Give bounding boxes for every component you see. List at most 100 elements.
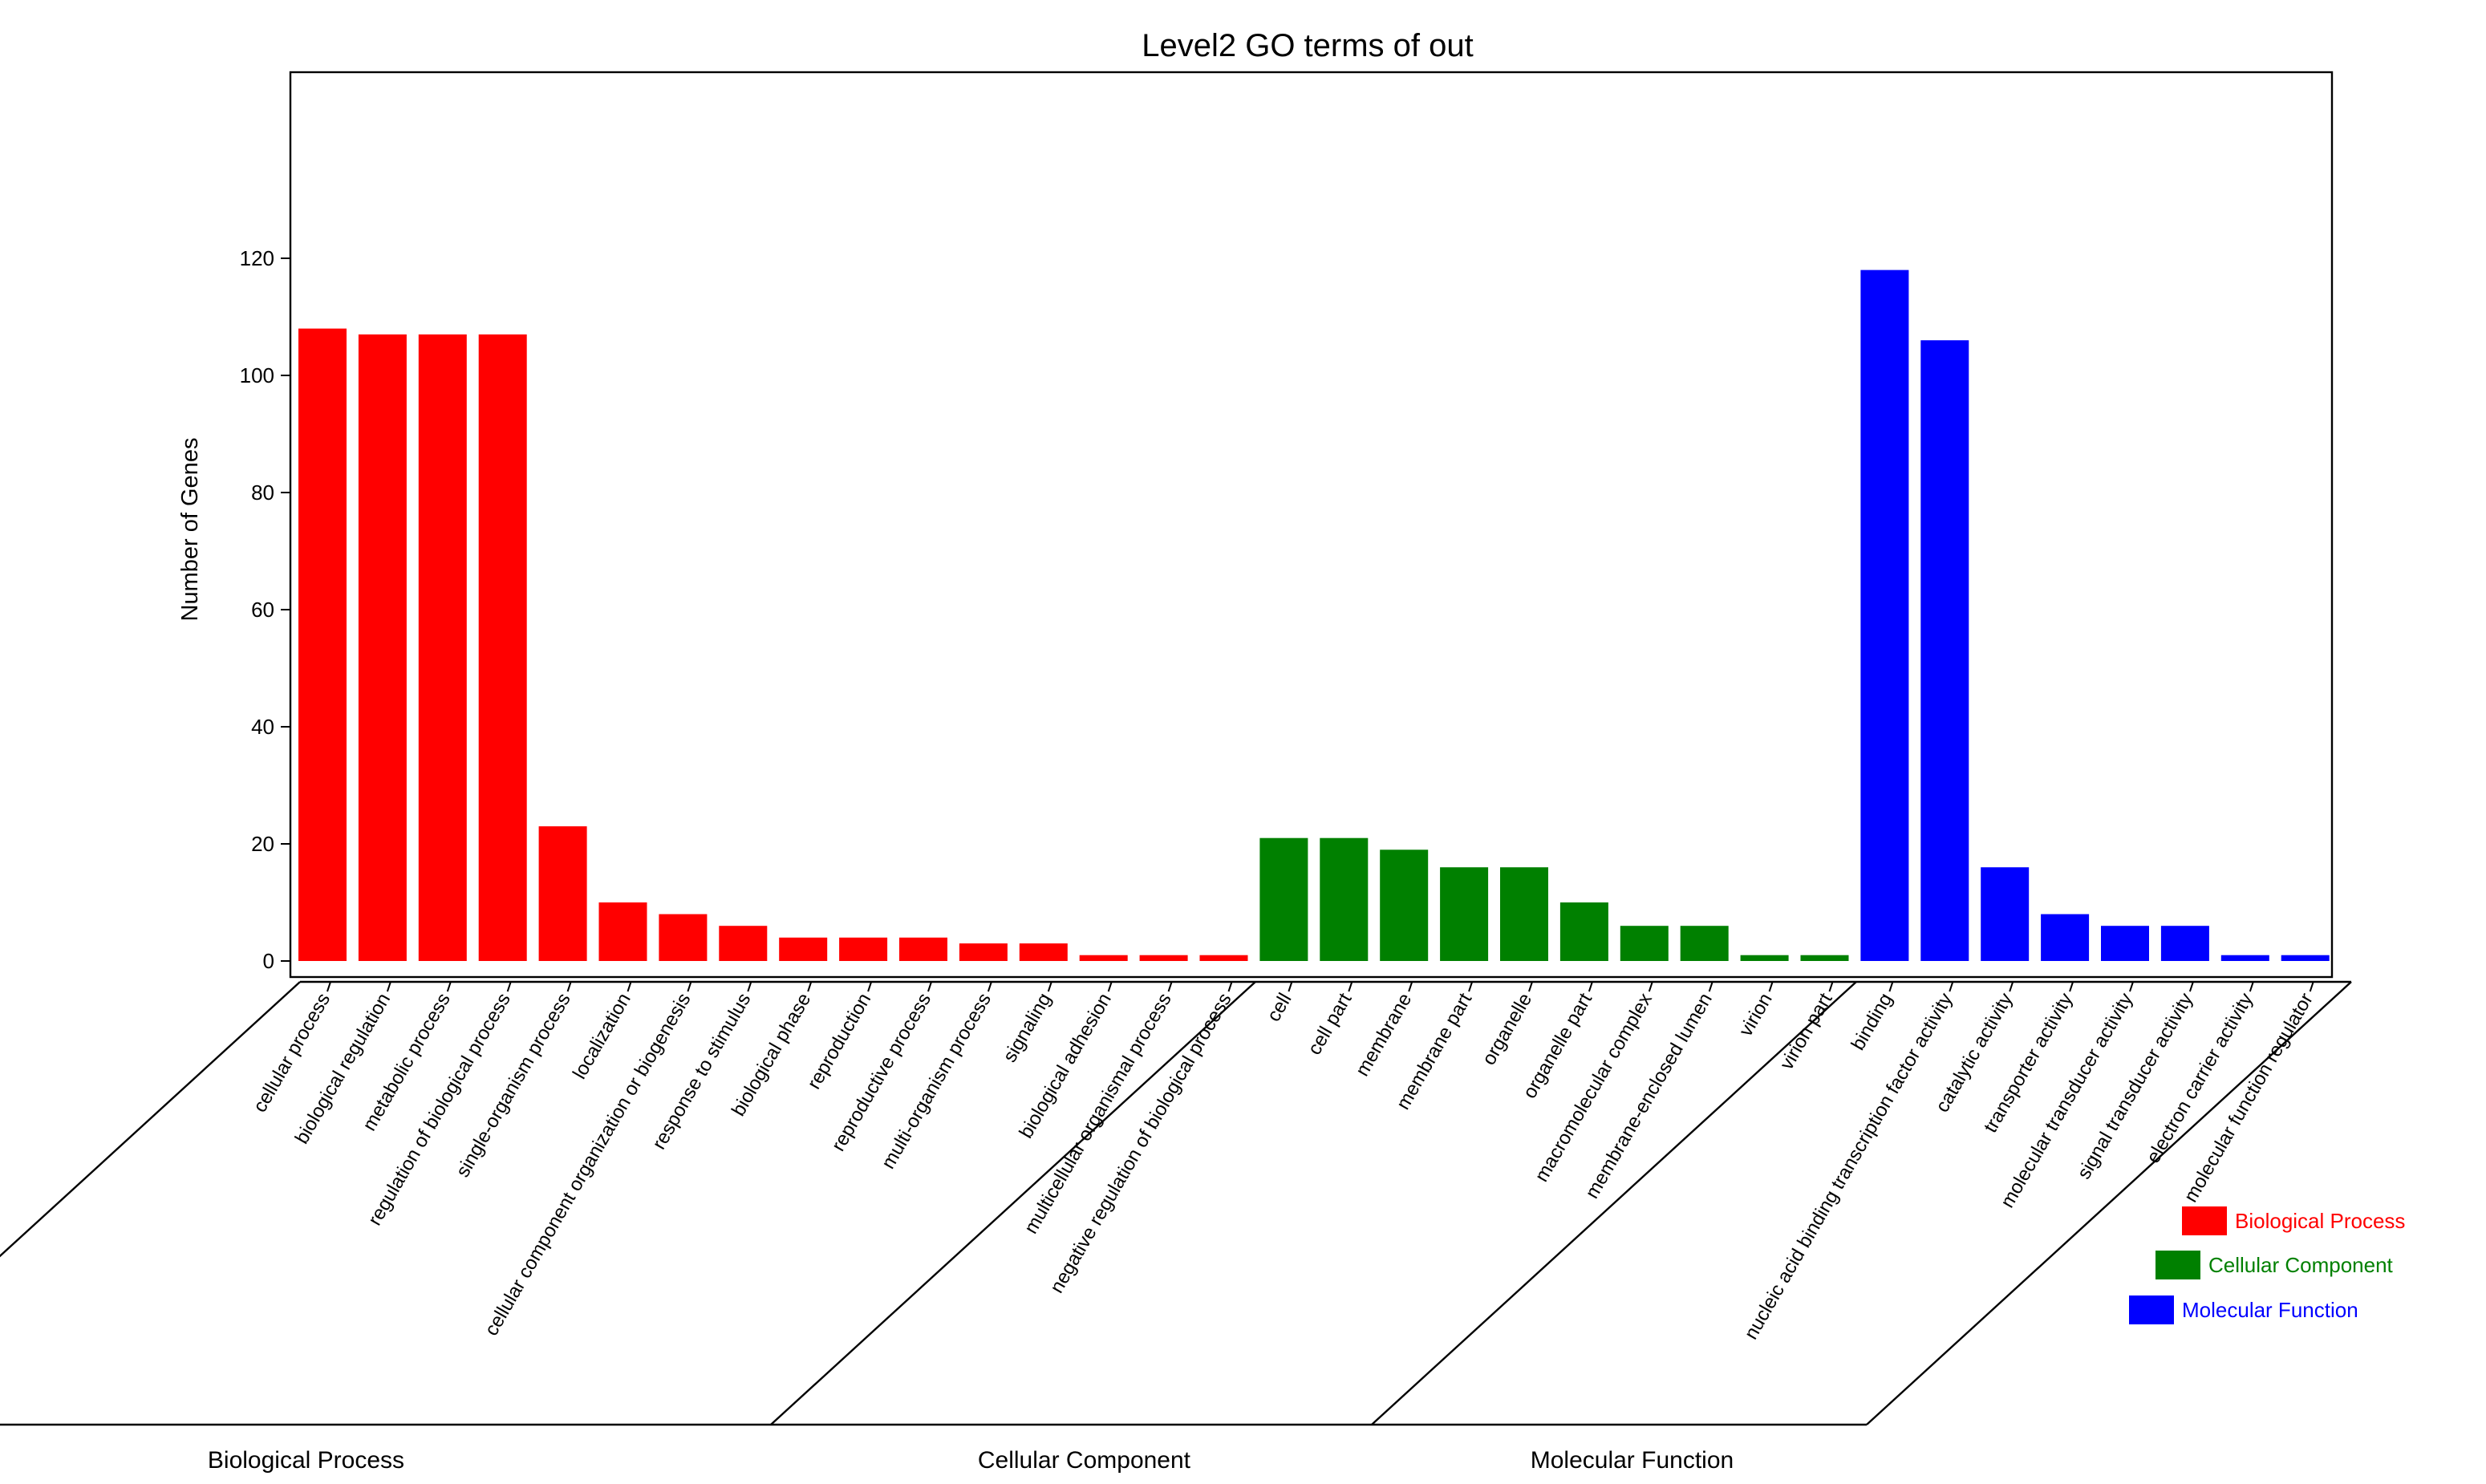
y-tick-label: 0 xyxy=(263,949,274,973)
category-label: membrane xyxy=(1352,990,1417,1081)
x-tick xyxy=(1468,981,1474,992)
bar-nucleic-acid-binding-transcription-factor-activity xyxy=(1920,340,1969,961)
category-label: reproduction xyxy=(803,990,875,1093)
x-tick xyxy=(1949,981,1954,992)
bar-reproductive-process xyxy=(899,937,947,961)
x-tick xyxy=(2309,981,2314,992)
group-separator xyxy=(1866,981,2352,1425)
x-tick xyxy=(1167,981,1173,992)
bar-cellular-process xyxy=(298,328,347,962)
x-tick xyxy=(566,981,572,992)
x-tick xyxy=(2129,981,2134,992)
y-tick-label: 40 xyxy=(251,715,274,739)
bar-response-to-stimulus xyxy=(719,926,768,961)
bar-localization xyxy=(598,902,647,961)
chart-title: Level2 GO terms of out xyxy=(1142,28,1474,63)
group-label: Biological Process xyxy=(208,1447,404,1474)
bar-binding xyxy=(1860,270,1909,962)
category-label: macromolecular complex xyxy=(1531,990,1657,1186)
category-label: virion xyxy=(1735,990,1777,1040)
legend-label: Cellular Component xyxy=(2208,1253,2394,1277)
x-tick xyxy=(2009,981,2014,992)
y-tick-label: 20 xyxy=(251,832,274,856)
x-tick xyxy=(1708,981,1713,992)
group-label: Cellular Component xyxy=(978,1447,1191,1474)
x-tick xyxy=(1107,981,1113,992)
bar-macromolecular-complex xyxy=(1620,926,1669,961)
category-label: signaling xyxy=(999,990,1056,1067)
bars-layer xyxy=(298,270,2330,962)
x-tick xyxy=(1888,981,1894,992)
bar-biological-phase xyxy=(779,937,828,961)
x-tick xyxy=(1768,981,1774,992)
legend-label: Biological Process xyxy=(2235,1209,2405,1233)
x-tick xyxy=(1588,981,1593,992)
legend-swatch xyxy=(2182,1206,2227,1235)
bar-multicellular-organismal-process xyxy=(1139,955,1188,961)
x-tick xyxy=(506,981,512,992)
category-label: localization xyxy=(569,990,635,1083)
bar-catalytic-activity xyxy=(1981,867,2030,961)
x-tick xyxy=(1828,981,1834,992)
bar-membrane-enclosed-lumen xyxy=(1680,926,1729,961)
bar-virion-part xyxy=(1800,955,1849,961)
bar-multi-organism-process xyxy=(959,943,1008,961)
bar-biological-adhesion xyxy=(1079,955,1128,961)
group-separator xyxy=(770,981,1256,1425)
x-tick xyxy=(1648,981,1653,992)
y-axis-label: Number of Genes xyxy=(177,438,203,622)
bar-cell-part xyxy=(1320,837,1369,961)
bar-reproduction xyxy=(839,937,888,961)
bar-organelle xyxy=(1500,867,1548,961)
x-tick xyxy=(386,981,391,992)
x-tick xyxy=(927,981,932,992)
x-tick xyxy=(807,981,813,992)
category-label: cell part xyxy=(1304,989,1357,1059)
category-label: multi-organism process xyxy=(878,990,996,1173)
bar-biological-regulation xyxy=(358,334,407,961)
y-tick-label: 80 xyxy=(251,480,274,505)
legend: Biological Process Cellular Component Mole… xyxy=(2129,1206,2405,1324)
x-tick xyxy=(627,981,632,992)
x-tick xyxy=(1288,981,1293,992)
y-tick-label: 100 xyxy=(240,363,274,387)
bar-single-organism-process xyxy=(538,826,587,961)
x-tick xyxy=(1047,981,1052,992)
x-tick xyxy=(326,981,331,992)
bar-transporter-activity xyxy=(2041,914,2090,961)
y-tick-label: 60 xyxy=(251,598,274,622)
bar-virion xyxy=(1740,955,1789,961)
bar-electron-carrier-activity xyxy=(2220,955,2269,961)
x-tick xyxy=(2188,981,2194,992)
plot-frame xyxy=(289,71,2334,979)
x-tick xyxy=(987,981,992,992)
group-separator xyxy=(0,981,301,1258)
bar-signaling xyxy=(1019,943,1068,961)
x-tick xyxy=(687,981,692,992)
bar-membrane xyxy=(1380,849,1429,961)
bar-metabolic-process xyxy=(418,334,467,961)
bar-molecular-transducer-activity xyxy=(2101,926,2149,961)
bar-signal-transducer-activity xyxy=(2160,926,2209,961)
category-label: virion part xyxy=(1776,989,1837,1073)
bar-cellular-component-organization-or-biogenesis xyxy=(659,914,708,961)
x-tick xyxy=(747,981,752,992)
x-tick xyxy=(867,981,873,992)
group-label: Molecular Function xyxy=(1531,1447,1734,1474)
y-tick-label: 120 xyxy=(240,246,274,270)
legend-label: Molecular Function xyxy=(2182,1298,2358,1322)
x-tick xyxy=(1348,981,1353,992)
x-tick xyxy=(1528,981,1533,992)
bar-molecular-function-regulator xyxy=(2281,955,2330,961)
category-label: cell xyxy=(1263,990,1296,1026)
category-label: binding xyxy=(1847,990,1897,1055)
x-tick xyxy=(1227,981,1233,992)
legend-swatch xyxy=(2155,1251,2200,1279)
bar-organelle-part xyxy=(1559,902,1608,961)
category-label: single-organism process xyxy=(452,990,574,1182)
category-label: organelle xyxy=(1478,990,1536,1069)
group-brackets: Biological Process Cellular Component Mole… xyxy=(0,980,2352,1474)
bar-negative-regulation-of-biological-process xyxy=(1199,955,1248,961)
